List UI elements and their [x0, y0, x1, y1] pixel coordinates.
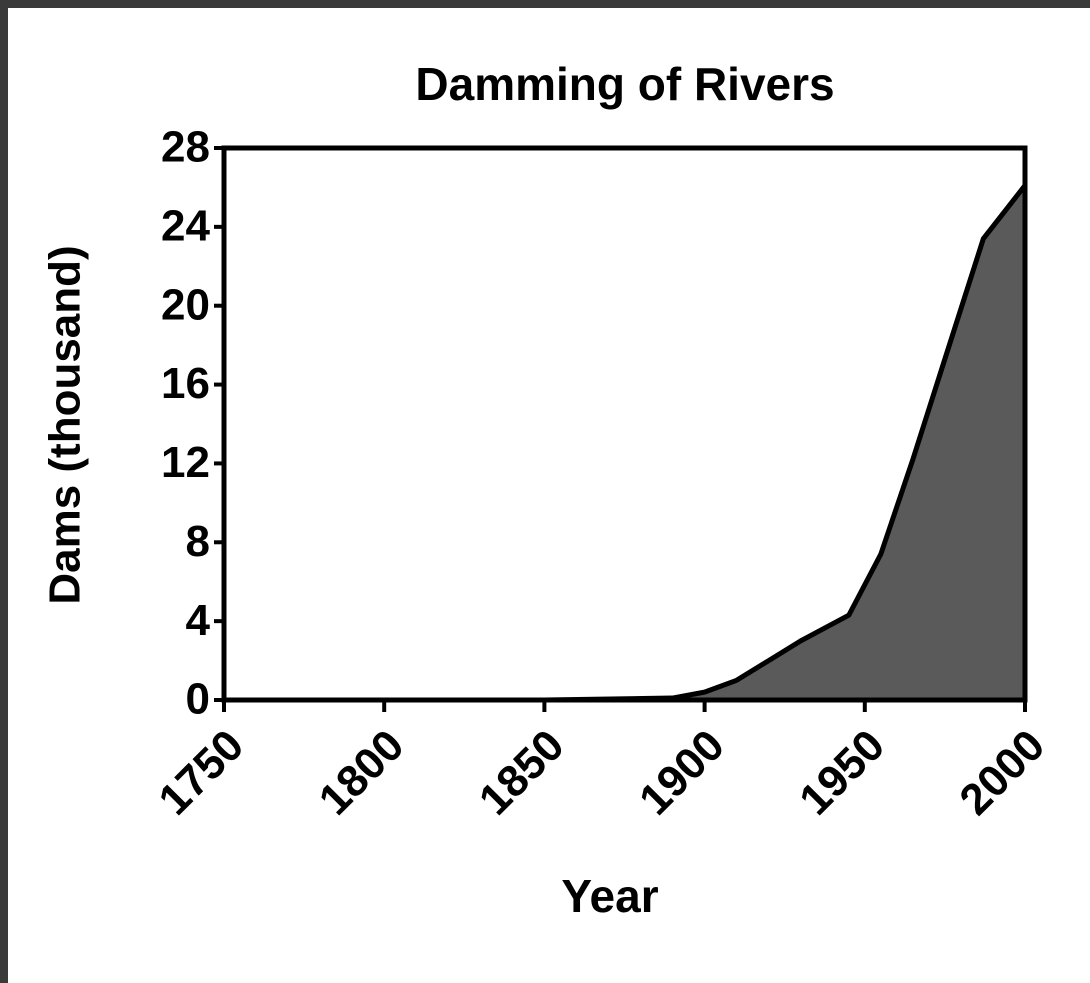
plot-frame [221, 145, 1028, 703]
chart: Damming of Rivers Year Dams (thousand) 0… [8, 8, 1090, 983]
x-tick-label: 1750 [149, 721, 253, 825]
y-tick-label: 0 [186, 675, 210, 724]
y-tick-label: 20 [161, 280, 210, 329]
y-tick-label: 28 [161, 123, 210, 172]
x-tick-label: 1850 [470, 721, 574, 825]
y-tick-label: 24 [161, 201, 210, 250]
x-tick-label: 1800 [310, 721, 414, 825]
x-tick-label: 1950 [790, 721, 894, 825]
x-tick-label: 1900 [630, 721, 734, 825]
y-axis-label: Dams (thousand) [41, 245, 90, 604]
y-tick-label: 4 [186, 596, 211, 645]
chart-title: Damming of Rivers [415, 58, 834, 110]
y-tick-label: 8 [186, 517, 210, 566]
x-axis-label: Year [561, 870, 658, 922]
y-tick-label: 12 [161, 438, 210, 487]
y-tick-label: 16 [161, 359, 210, 408]
area [224, 185, 1025, 700]
x-tick-label: 2000 [950, 721, 1054, 825]
